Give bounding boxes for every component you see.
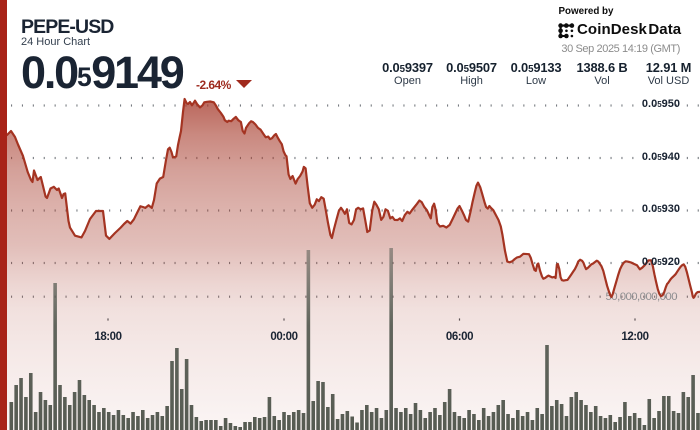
svg-text:50,000,000,000: 50,000,000,000 (606, 291, 678, 303)
